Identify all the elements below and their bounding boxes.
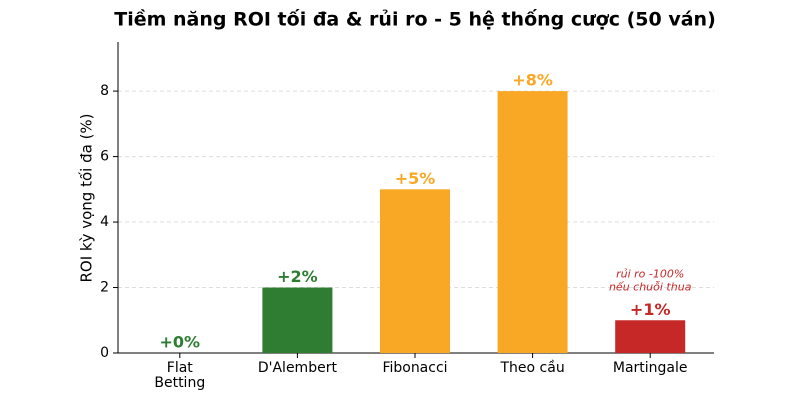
bar (615, 320, 686, 353)
chart-title: Tiềm năng ROI tối đa & rủi ro - 5 hệ thố… (114, 8, 716, 31)
value-label: +1% (630, 300, 671, 319)
x-tick-label: Flat Betting (154, 360, 205, 391)
y-axis-label: ROI kỳ vọng tối đa (%) (78, 113, 96, 282)
y-tick-label: 0 (100, 345, 109, 361)
y-tick-label: 6 (100, 149, 109, 165)
y-tick-label: 8 (100, 83, 109, 99)
x-tick-label: Martingale (613, 360, 688, 376)
value-label: +0% (160, 333, 201, 352)
y-tick-label: 4 (100, 214, 109, 230)
x-tick-label: D'Alembert (258, 360, 338, 376)
x-tick-label: Fibonacci (382, 360, 447, 376)
bar (262, 287, 333, 353)
bar (380, 189, 450, 353)
annotation: rủi ro -100% nếu chuỗi thua (609, 267, 692, 293)
value-label: +5% (395, 169, 436, 188)
bar (497, 91, 568, 354)
x-tick-label: Theo cầu (499, 360, 564, 376)
value-label: +2% (277, 267, 318, 286)
y-tick-label: 2 (100, 280, 109, 296)
value-label: +8% (512, 71, 553, 90)
